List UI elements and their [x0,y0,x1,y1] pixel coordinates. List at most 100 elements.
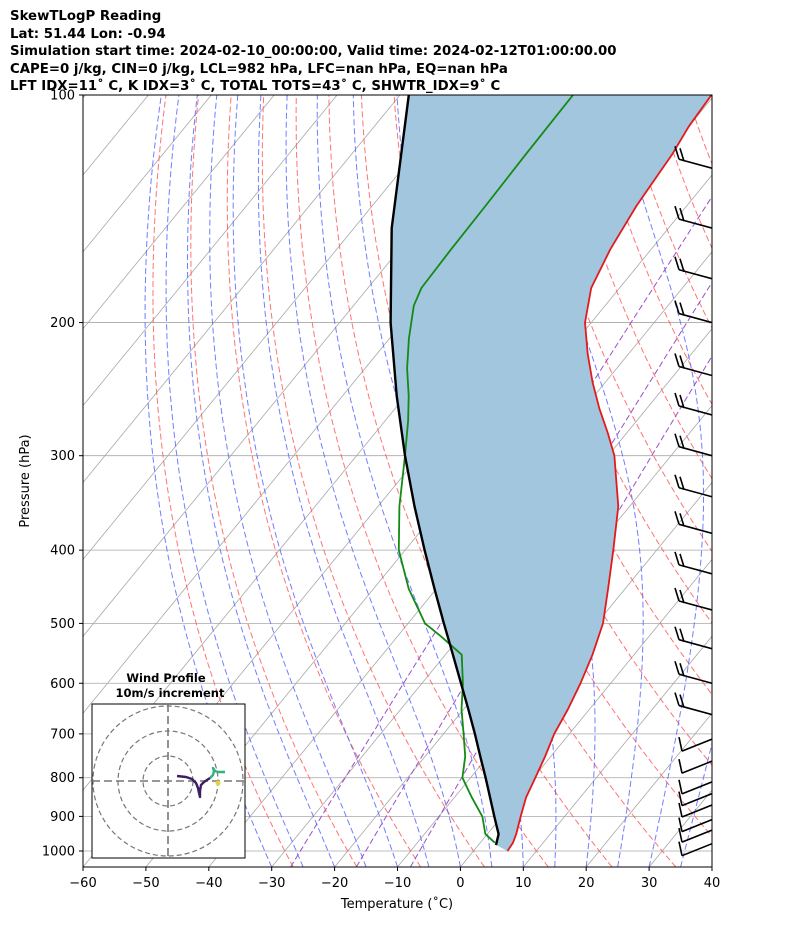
y-tick-label: 1000 [42,844,75,859]
indices-line-2: LFT IDX=11˚ C, K IDX=3˚ C, TOTAL TOTS=43… [10,79,501,95]
x-tick-label: 0 [456,876,464,891]
moist-adiabat [285,95,461,867]
wind-barb [674,353,712,377]
wind-barb [674,146,712,170]
wind-barb [674,661,712,685]
hodograph [92,704,245,858]
y-tick-label: 500 [50,617,75,632]
temperature-line [506,95,712,852]
moist-adiabat [711,865,712,867]
dry-adiabat [752,95,794,867]
wind-profile-inset: Wind Profile 10m/s increment [91,671,246,859]
x-tick-label: 10 [515,876,532,891]
isotherm-line [83,95,464,561]
y-axis-ticks: 100 200 300 400 500 600 700 800 900 1000 [42,89,83,859]
hodograph-trace [209,766,225,779]
wind-barb [674,205,712,229]
wind-barb [674,474,712,498]
isotherm-line [83,95,86,99]
wind-barb [678,791,712,807]
y-tick-label: 600 [50,677,75,692]
y-tick-label: 400 [50,544,75,559]
x-axis-label: Temperature (˚C) [340,896,453,912]
dry-adiabat [621,95,712,329]
y-axis-label: Pressure (hPa) [18,434,33,527]
x-tick-label: −50 [132,876,159,891]
isotherm-line [648,789,712,867]
y-tick-label: 200 [50,316,75,331]
wind-barb [678,827,712,843]
isotherm-line [585,712,712,867]
y-tick-label: 700 [50,727,75,742]
wind-barb [678,817,712,833]
moist-adiabat [144,95,273,867]
inset-title: Wind Profile [126,671,206,685]
x-tick-label: −10 [384,876,411,891]
indices-line-1: CAPE=0 j/kg, CIN=0 j/kg, LCL=982 hPa, LF… [10,61,508,77]
dry-adiabat [556,95,712,480]
wind-barbs [674,95,712,857]
y-tick-label: 900 [50,810,75,825]
parcel-line [389,95,500,846]
wind-barb [708,95,712,96]
location-line: Lat: 51.44 Lon: -0.94 [10,26,166,42]
wind-barb [678,802,712,818]
wind-barb [678,841,712,857]
dry-adiabat [785,95,794,867]
moist-adiabat [316,95,493,867]
hodograph-end-point [215,780,221,786]
y-tick-label: 100 [50,89,75,104]
dry-adiabat [426,95,712,767]
hodograph-trace [176,774,211,799]
wind-barb [674,300,712,324]
x-tick-label: 40 [704,876,721,891]
wind-barb [674,511,712,535]
x-tick-label: −20 [321,876,348,891]
wind-barb [678,779,712,795]
isotherm-line [83,95,212,253]
isotherm-line [83,95,401,484]
dry-adiabat [720,95,794,867]
moist-adiabat [613,95,704,867]
isotherm-line [334,404,712,867]
moist-adiabat [257,95,430,867]
x-tick-label: −40 [195,876,222,891]
isotherm-line [83,95,338,407]
moist-adiabat [232,95,398,867]
wind-barb [674,692,712,716]
dry-adiabat [226,95,422,867]
cin-shading [390,95,712,851]
wind-barb [674,256,712,280]
y-tick-label: 800 [50,771,75,786]
chart-title: SkewTLogP Reading [10,9,162,24]
dry-adiabat [261,95,485,867]
x-tick-label: −30 [258,876,285,891]
wind-barb [678,759,712,774]
wind-barb [674,626,712,650]
x-axis-ticks: −60 −50 −40 −30 −20 −10 0 10 20 30 40 [69,867,720,891]
moist-adiabat [680,741,712,867]
isotherm-line [522,635,712,867]
wind-barb [674,433,712,457]
moist-adiabat [521,95,644,867]
x-tick-label: 30 [641,876,658,891]
moist-adiabat [165,95,304,867]
wind-barb [674,392,712,416]
dewpoint-line [397,95,574,844]
dry-adiabat [654,95,712,250]
chart-header: SkewTLogP Reading Lat: 51.44 Lon: -0.94 … [10,8,617,96]
time-line: Simulation start time: 2024-02-10_00:00:… [10,44,617,60]
wind-barb [674,551,712,575]
cin-shade [390,95,712,851]
dry-adiabat [190,95,358,867]
wind-barb [674,587,712,611]
x-tick-label: 20 [578,876,595,891]
isotherm-line [460,558,712,867]
isotherm-line [711,866,712,867]
y-tick-label: 300 [50,449,75,464]
plot-area [83,94,794,867]
inset-subtitle: 10m/s increment [116,686,225,700]
x-tick-label: −60 [69,876,96,891]
moist-adiabat [187,95,336,867]
